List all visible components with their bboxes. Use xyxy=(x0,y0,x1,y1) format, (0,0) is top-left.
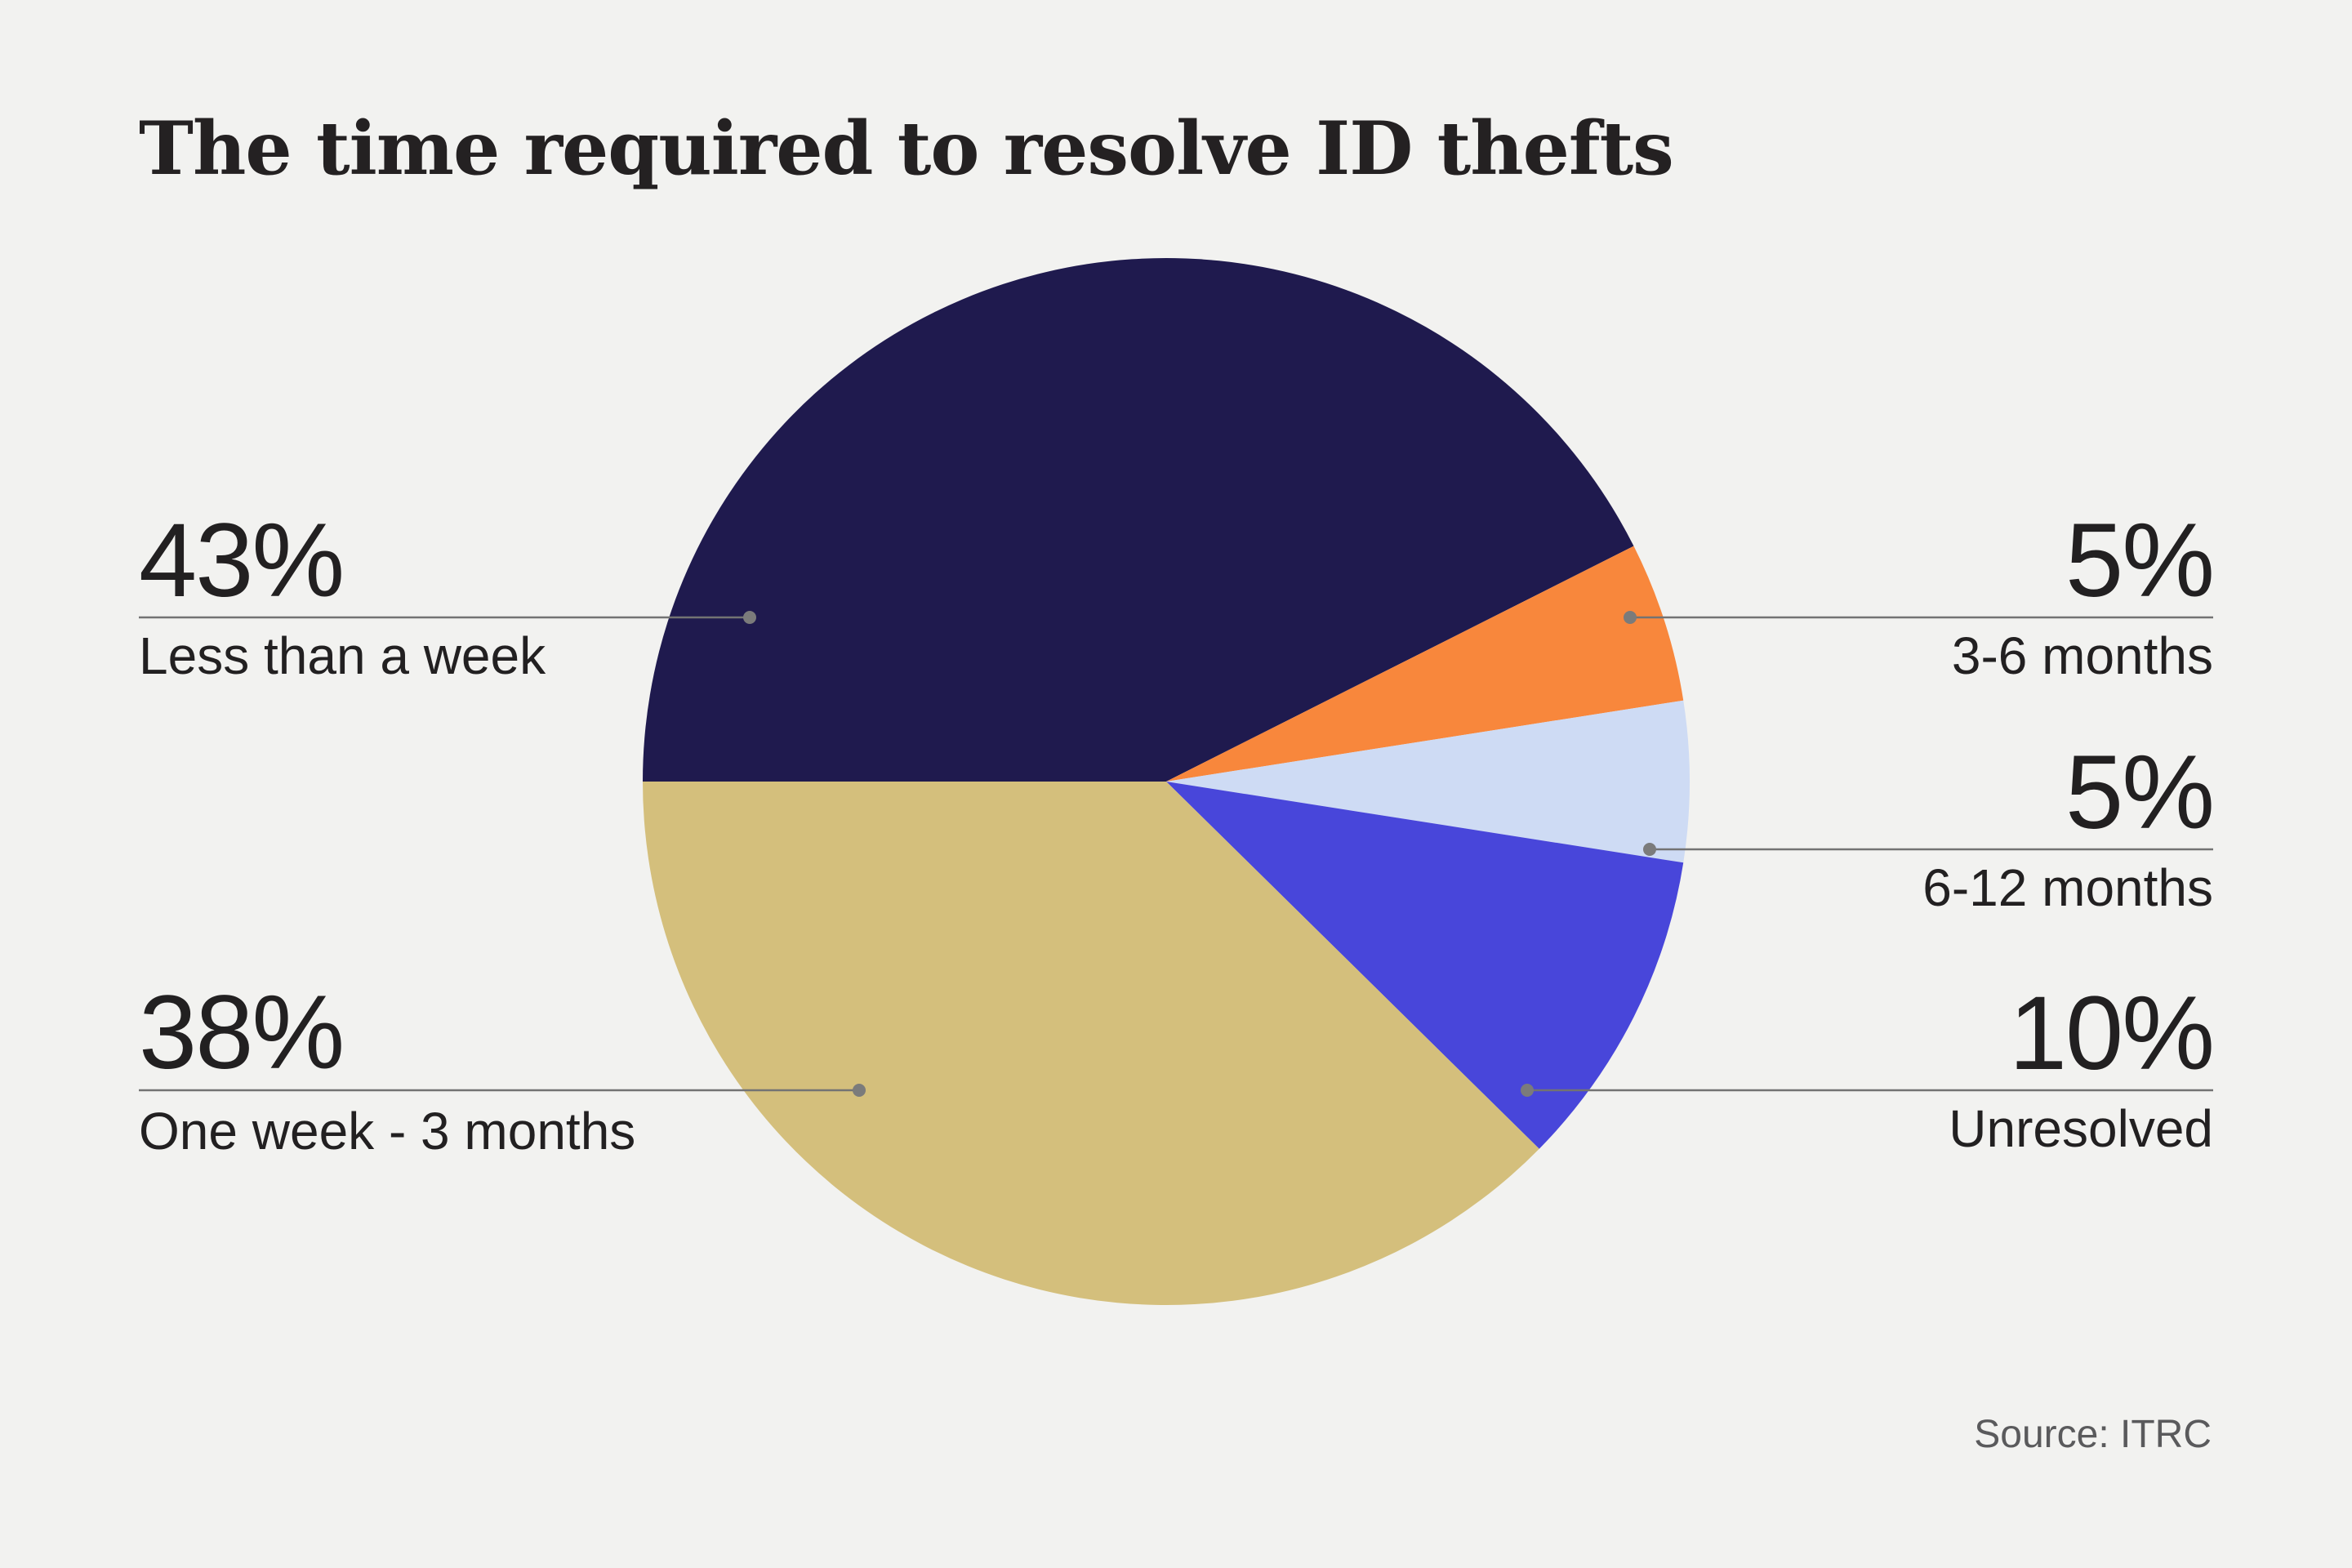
source-attribution: Source: ITRC xyxy=(1974,1413,2212,1456)
pie-slice-one-week-3-months xyxy=(643,782,1539,1306)
callout-value-less-than-a-week: 43% xyxy=(139,502,343,619)
leader-dot-unresolved xyxy=(1521,1084,1534,1097)
pie-slice-3-6-months xyxy=(1166,546,1684,782)
callout-label-3-6-months: 3-6 months xyxy=(1952,626,2213,685)
leader-dot-3-6-months xyxy=(1624,611,1637,624)
callout-6-12-months: 5% 6-12 months xyxy=(1922,734,2215,917)
leader-dot-one-week-3-months xyxy=(853,1084,866,1097)
callout-label-unresolved: Unresolved xyxy=(1949,1099,2213,1158)
pie-slices xyxy=(643,257,1690,1306)
pie-slice-unresolved xyxy=(1166,782,1684,1149)
callout-label-less-than-a-week: Less than a week xyxy=(139,626,546,685)
callout-value-3-6-months: 5% xyxy=(2065,502,2213,619)
callout-3-6-months: 5% 3-6 months xyxy=(1952,502,2215,685)
callout-value-one-week-3-months: 38% xyxy=(139,974,343,1091)
chart-title: The time required to resolve ID thefts xyxy=(139,105,1673,192)
callout-leader-lines xyxy=(139,611,2213,1097)
callout-value-6-12-months: 5% xyxy=(2065,734,2213,851)
leader-dot-6-12-months xyxy=(1643,843,1656,856)
callout-label-one-week-3-months: One week - 3 months xyxy=(139,1102,635,1160)
pie-slice-6-12-months xyxy=(1166,700,1690,863)
callout-one-week-3-months: 38% One week - 3 months xyxy=(139,974,635,1160)
callout-less-than-a-week: 43% Less than a week xyxy=(139,502,546,685)
callout-label-6-12-months: 6-12 months xyxy=(1922,858,2213,917)
pie-slice-less-than-a-week xyxy=(643,257,1634,782)
leader-dot-less-than-a-week xyxy=(743,611,756,624)
callout-value-unresolved: 10% xyxy=(2009,975,2213,1092)
callout-unresolved: 10% Unresolved xyxy=(1949,975,2215,1158)
